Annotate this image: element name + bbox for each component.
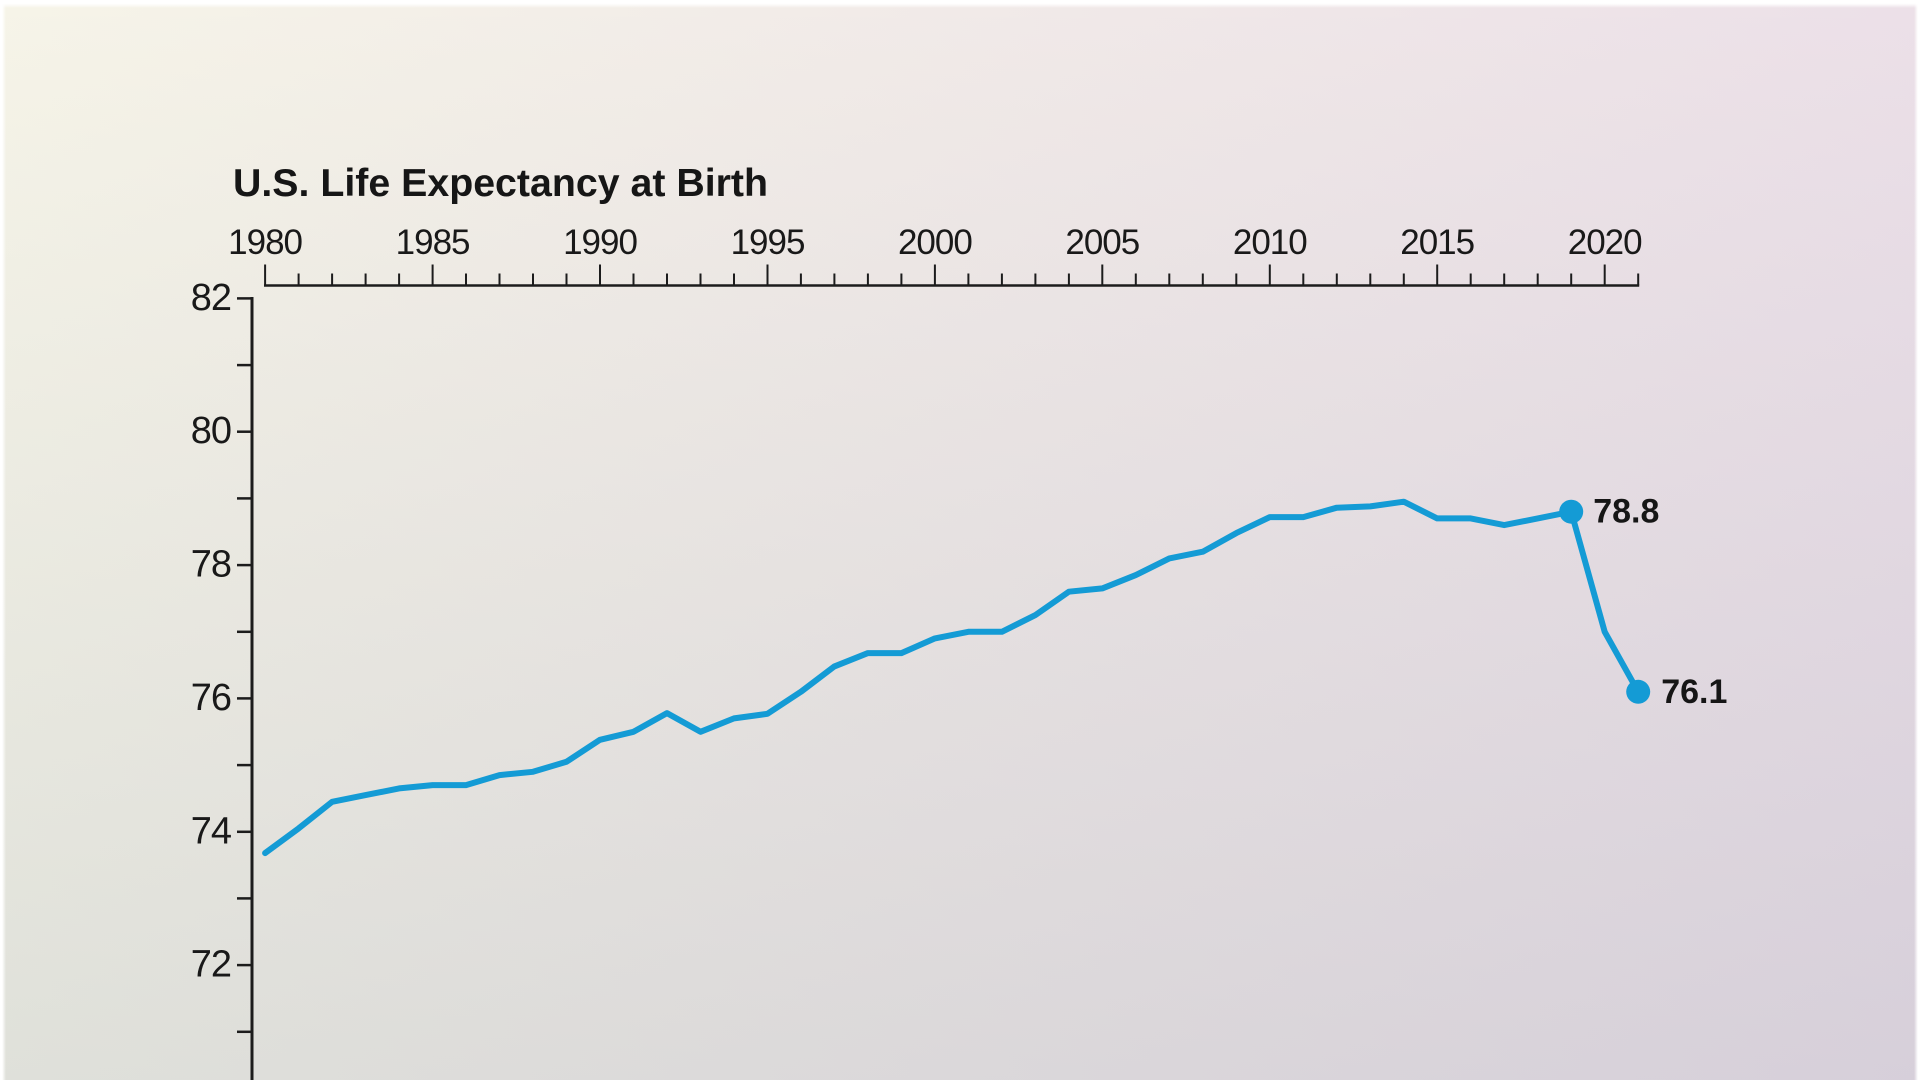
svg-text:1990: 1990 (563, 223, 637, 262)
svg-text:1980: 1980 (228, 223, 302, 262)
svg-text:2020: 2020 (1568, 223, 1642, 262)
svg-text:80: 80 (191, 410, 231, 452)
svg-text:1985: 1985 (396, 223, 470, 262)
svg-text:82: 82 (191, 277, 231, 319)
svg-text:2000: 2000 (898, 223, 972, 262)
svg-text:76.1: 76.1 (1661, 673, 1727, 711)
svg-text:78: 78 (191, 544, 231, 586)
svg-text:2015: 2015 (1400, 223, 1474, 262)
svg-text:2010: 2010 (1233, 223, 1307, 262)
svg-text:78.8: 78.8 (1593, 493, 1659, 531)
svg-text:74: 74 (191, 810, 232, 852)
svg-text:2005: 2005 (1065, 223, 1139, 262)
svg-text:76: 76 (191, 677, 231, 719)
svg-text:72: 72 (191, 944, 231, 986)
svg-text:U.S. Life Expectancy at Birth: U.S. Life Expectancy at Birth (233, 161, 768, 205)
svg-text:1995: 1995 (731, 223, 805, 262)
